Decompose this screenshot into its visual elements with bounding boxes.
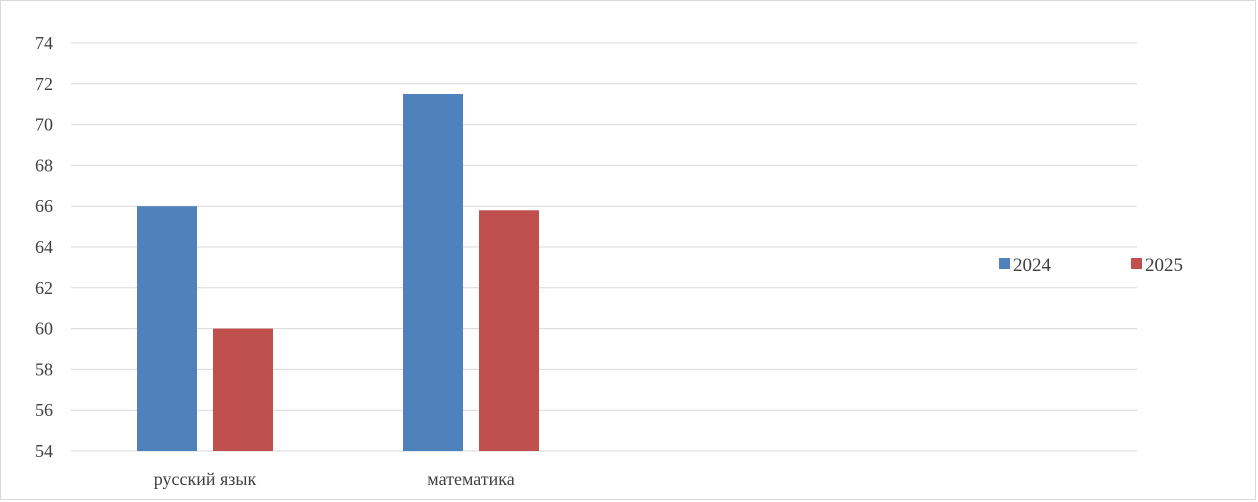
legend: 2024 2025 [999,255,1183,276]
legend-swatch-2024 [999,258,1010,269]
legend-swatch-2025 [1131,258,1142,269]
legend-label: 2024 [1013,255,1052,276]
y-tick-label: 72 [35,74,53,94]
y-tick-label: 54 [35,441,53,461]
y-tick-label: 58 [35,359,53,379]
bars [137,94,539,451]
y-tick-label: 62 [35,278,53,298]
y-tick-label: 60 [35,319,53,339]
y-tick-label: 68 [35,155,53,175]
x-category-label: русский язык [154,469,257,489]
y-tick-label: 70 [35,115,53,135]
y-axis-ticks: 54 56 58 60 62 64 66 68 70 72 74 [35,33,53,461]
legend-label: 2025 [1145,255,1183,276]
y-tick-label: 74 [35,33,53,53]
x-category-label: математика [427,469,514,489]
x-axis-categories: русский язык математика [154,469,515,489]
bar-2024-0 [137,206,197,451]
y-tick-label: 64 [35,237,53,257]
y-tick-label: 66 [35,196,53,216]
bar-2025-0 [213,328,273,451]
y-tick-label: 56 [35,400,53,420]
bar-2025-1 [479,210,539,451]
bar-2024-1 [403,94,463,451]
